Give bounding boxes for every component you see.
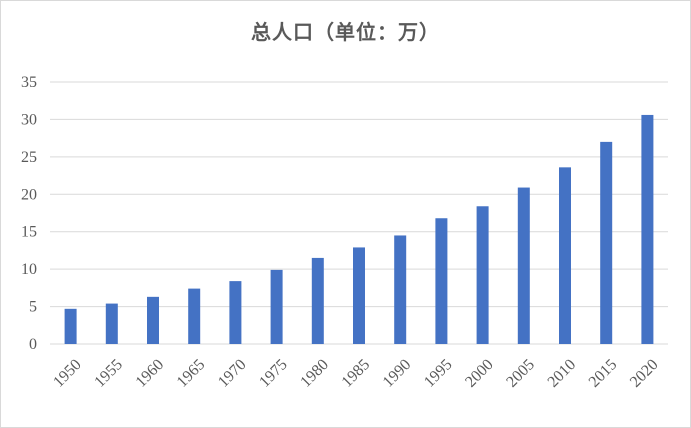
bar-2000 xyxy=(476,206,489,344)
y-tick-label: 30 xyxy=(21,111,37,128)
y-axis-ticks: 0 5 10 15 20 25 30 35 xyxy=(21,74,37,353)
bar-1970 xyxy=(229,281,242,344)
bar-2010 xyxy=(559,167,571,344)
x-tick-label: 1960 xyxy=(133,356,168,391)
x-tick-label: 1955 xyxy=(91,356,126,391)
x-tick-label: 1970 xyxy=(215,356,250,391)
y-tick-label: 15 xyxy=(21,224,37,241)
bars xyxy=(64,114,654,345)
bar-2015 xyxy=(600,141,613,344)
bar-1995 xyxy=(435,218,448,344)
y-tick-label: 10 xyxy=(21,261,37,278)
x-tick-label: 1995 xyxy=(421,356,456,391)
x-tick-label: 1950 xyxy=(50,356,85,391)
x-axis-ticks: 1950 1955 1960 1965 1970 1975 1980 1985 1990 1995… xyxy=(50,356,661,391)
bar-1975 xyxy=(270,269,283,344)
bar-1965 xyxy=(188,288,201,344)
chart-title: 总人口（单位：万） xyxy=(251,20,440,44)
y-tick-label: 35 xyxy=(21,74,37,91)
y-tick-label: 0 xyxy=(29,336,37,353)
bar-1950 xyxy=(64,308,77,344)
bar-1955 xyxy=(105,303,118,344)
x-tick-label: 1985 xyxy=(339,356,374,391)
x-tick-label: 1975 xyxy=(256,356,291,391)
y-tick-label: 5 xyxy=(29,299,37,316)
x-tick-label: 1965 xyxy=(174,356,209,391)
bar-1960 xyxy=(147,296,159,344)
x-tick-label: 2000 xyxy=(462,356,497,391)
x-tick-label: 1990 xyxy=(380,356,415,391)
x-tick-label: 2020 xyxy=(627,356,662,391)
bar-2005 xyxy=(517,187,530,344)
y-tick-label: 25 xyxy=(21,149,37,166)
y-tick-label: 20 xyxy=(21,186,37,203)
bar-1980 xyxy=(311,257,324,344)
x-tick-label: 2015 xyxy=(586,356,621,391)
x-tick-label: 2010 xyxy=(545,356,580,391)
bar-2020 xyxy=(641,114,654,345)
x-tick-label: 2005 xyxy=(503,356,538,391)
bar-1985 xyxy=(353,247,365,344)
bar-1990 xyxy=(394,235,407,344)
x-tick-label: 1980 xyxy=(297,356,332,391)
